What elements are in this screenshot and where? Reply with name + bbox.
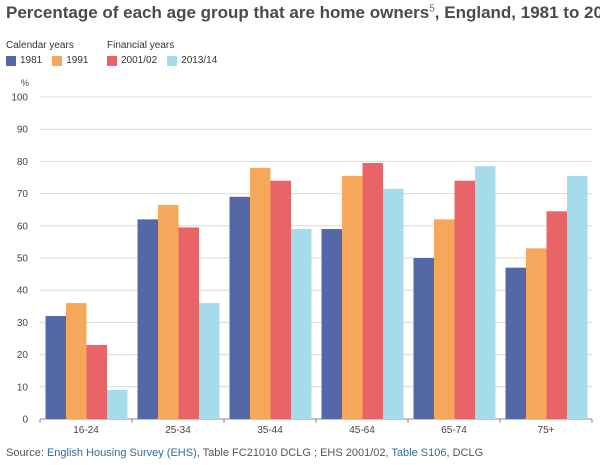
legend-group-title: Calendar years	[6, 40, 74, 51]
source-link-ehs[interactable]: English Housing Survey (EHS)	[46, 447, 197, 459]
bar-2001-02-25-34	[178, 227, 199, 419]
y-tick-label: 20	[17, 350, 29, 361]
legend-group-financial-years: Financial years 2001/02 2013/14	[107, 40, 217, 66]
legend-swatch-2013-14	[167, 55, 178, 66]
bar-1981-25-34	[137, 219, 158, 419]
y-tick-label: 40	[17, 286, 29, 297]
x-tick-label: 35-44	[257, 425, 283, 436]
x-tick-label: 16-24	[73, 425, 99, 436]
legend-swatch-1981	[6, 55, 16, 66]
bar-2013-14-16-24	[107, 390, 128, 419]
bar-2001-02-45-64	[362, 163, 383, 419]
bar-2013-14-35-44	[291, 229, 312, 419]
legend-item-2013-14[interactable]: 2013/14	[167, 55, 217, 66]
bar-2001-02-16-24	[86, 344, 107, 419]
bar-1981-35-44	[229, 196, 250, 419]
legend-group-title: Financial years	[107, 40, 175, 51]
source-note: Source: English Housing Survey (EHS), Ta…	[6, 447, 483, 459]
legend-group-calendar-years: Calendar years 1981 1991	[6, 40, 89, 66]
bar-1981-75+	[505, 267, 526, 419]
y-tick-label: 90	[17, 125, 29, 136]
legend-swatch-1991	[52, 55, 63, 66]
source-text: , Table FC21010 DCLG ; EHS 2001/02,	[196, 447, 392, 459]
y-axis-label: %	[21, 78, 29, 88]
bar-2013-14-75+	[567, 175, 588, 419]
y-tick-label: 30	[17, 318, 29, 329]
source-prefix: Source:	[6, 447, 47, 459]
source-link-table-s106[interactable]: Table S106	[391, 447, 447, 459]
x-tick-label: 45-64	[349, 425, 375, 436]
y-tick-label: 100	[11, 93, 28, 104]
bar-1981-45-64	[321, 229, 342, 419]
chart-title-text: Percentage of each age group that are ho…	[6, 3, 430, 22]
bar-2001-02-65-74	[454, 180, 475, 419]
y-tick-label: 60	[17, 221, 29, 232]
legend-item-1981[interactable]: 1981	[6, 55, 42, 66]
source-text-end: , DCLG	[446, 447, 484, 459]
bar-1991-45-64	[342, 175, 363, 419]
legend-item-1991[interactable]: 1991	[52, 55, 89, 66]
legend-label-2013-14: 2013/14	[181, 55, 218, 66]
bar-1981-65-74	[413, 258, 434, 419]
legend-label-1981: 1981	[20, 55, 43, 66]
y-tick-label: 50	[17, 254, 29, 265]
bar-chart: 0 10 20 30 40 50 60 70 80 90 100% 16-24 25-34 35-44 45…	[11, 78, 593, 436]
y-tick-label: 70	[17, 189, 29, 200]
bar-2001-02-35-44	[270, 180, 291, 419]
bar-1991-75+	[526, 248, 547, 419]
chart-title: Percentage of each age group that are ho…	[6, 3, 600, 23]
bar-2013-14-65-74	[475, 166, 496, 419]
chart-title-footnote[interactable]: 5	[429, 3, 435, 15]
bar-1981-16-24	[45, 315, 66, 419]
bar-2013-14-25-34	[199, 303, 220, 419]
legend-swatch-2001-02	[107, 55, 117, 66]
bar-2001-02-75+	[546, 211, 567, 419]
bar-1991-16-24	[66, 303, 87, 419]
chart-title-suffix: , England, 1981 to 2014	[434, 3, 600, 22]
x-tick-label: 65-74	[441, 425, 467, 436]
y-tick-label: 80	[17, 157, 29, 168]
legend-item-2001-02[interactable]: 2001/02	[107, 55, 157, 66]
bar-2013-14-45-64	[383, 188, 404, 419]
bar-1991-25-34	[158, 204, 179, 419]
legend-label-2001-02: 2001/02	[121, 55, 158, 66]
bar-1991-65-74	[434, 219, 455, 419]
y-tick-label: 10	[17, 382, 29, 393]
legend-label-1991: 1991	[66, 55, 89, 66]
y-tick-label: 0	[22, 415, 28, 426]
x-tick-label: 25-34	[165, 425, 191, 436]
x-tick-label: 75+	[538, 425, 555, 436]
bar-1991-35-44	[250, 167, 271, 419]
